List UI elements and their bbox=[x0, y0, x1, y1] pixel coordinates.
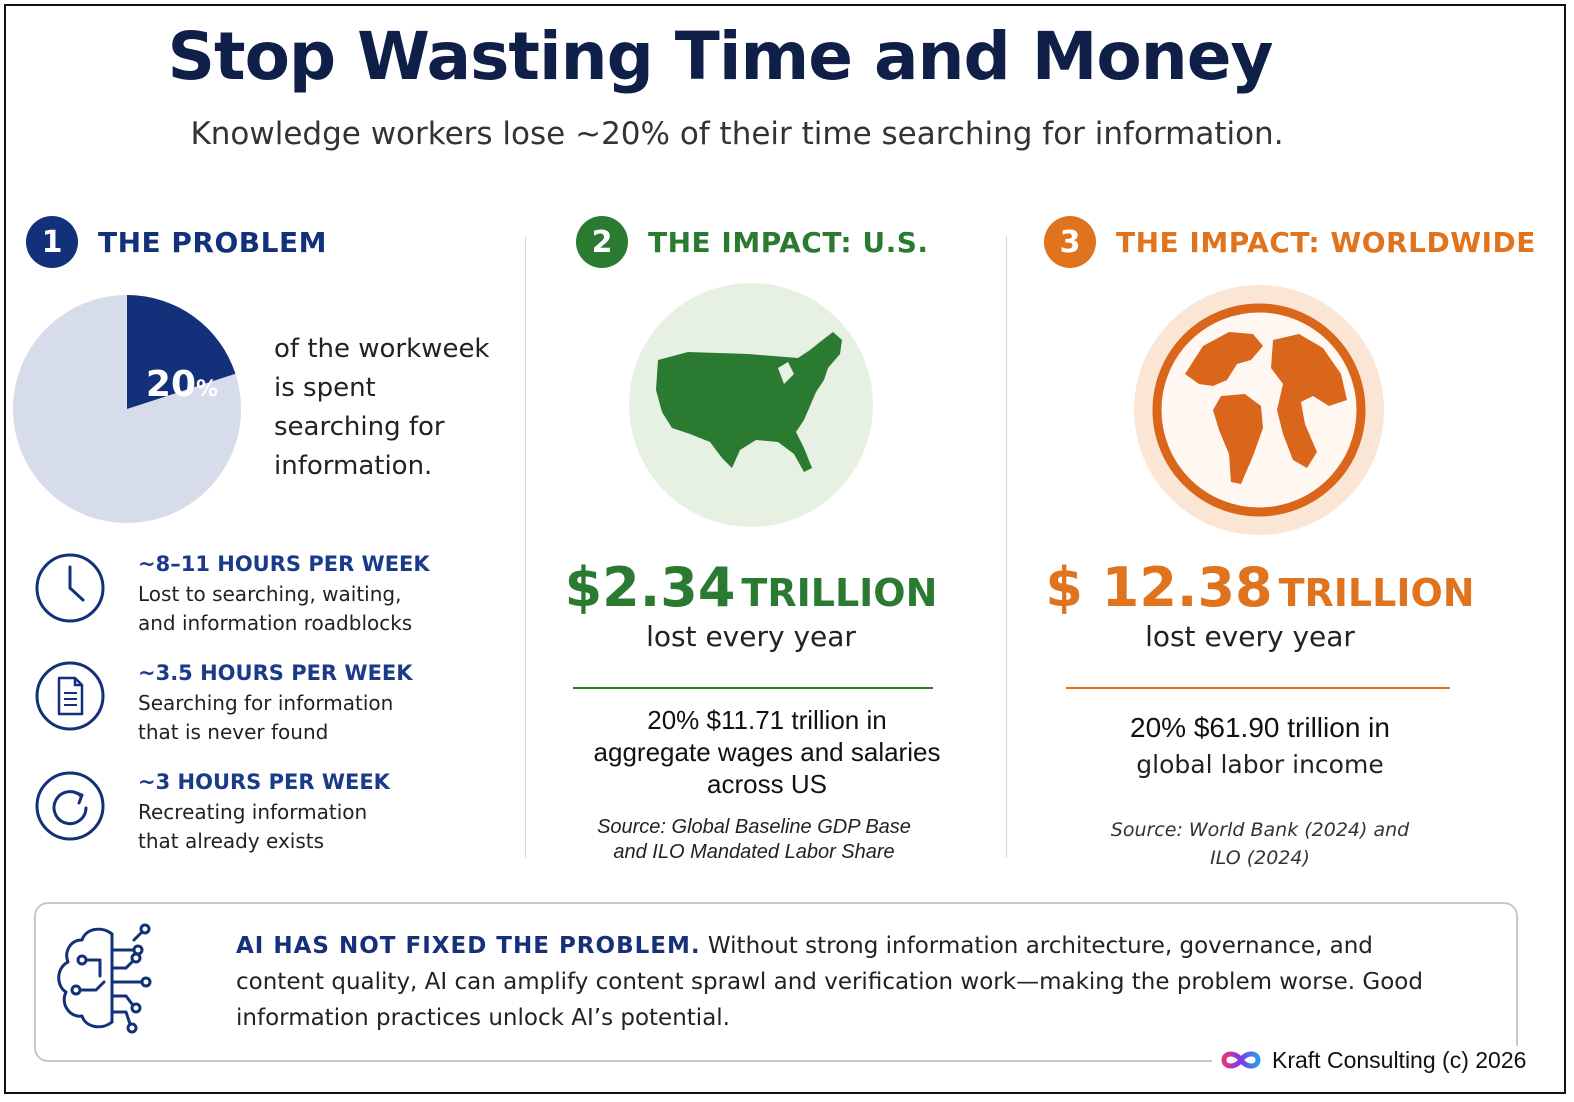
pie-percent-label: 20% bbox=[146, 364, 218, 405]
section-number-badge: 3 bbox=[1044, 216, 1096, 268]
section-title: THE IMPACT: WORLDWIDE bbox=[1116, 225, 1536, 259]
world-source: Source: World Bank (2024) and ILO (2024) bbox=[1110, 819, 1410, 869]
stat-description: Recreating information that already exis… bbox=[138, 800, 368, 853]
globe-icon bbox=[1134, 285, 1384, 535]
pie-highlight-slice bbox=[127, 295, 236, 409]
stat-headline: ~3.5 HOURS PER WEEK bbox=[138, 661, 413, 685]
column-divider bbox=[1006, 236, 1007, 858]
section-number-badge: 1 bbox=[26, 216, 78, 268]
section-problem-header: 1 THE PROBLEM bbox=[26, 216, 327, 268]
us-map-icon bbox=[629, 283, 873, 527]
world-detail-line-2: global labor income bbox=[1136, 750, 1384, 779]
section-title: THE PROBLEM bbox=[98, 225, 327, 259]
ai-callout-box bbox=[34, 902, 1518, 1062]
page-title: Stop Wasting Time and Money bbox=[167, 18, 1274, 95]
us-detail: 20% $11.71 trillion in aggregate wages a… bbox=[593, 705, 941, 799]
refresh-icon bbox=[35, 771, 105, 841]
us-loss-amount: $2.34 TRILLION bbox=[564, 556, 938, 619]
section-title: THE IMPACT: U.S. bbox=[648, 225, 929, 259]
column-divider bbox=[525, 236, 526, 858]
brain-circuit-icon bbox=[57, 923, 152, 1034]
section-world-header: 3 THE IMPACT: WORLDWIDE bbox=[1044, 216, 1536, 268]
stat-description: Searching for information that is never … bbox=[138, 691, 394, 744]
section-number-badge: 2 bbox=[576, 216, 628, 268]
stat-headline: ~8–11 HOURS PER WEEK bbox=[138, 552, 430, 576]
footer-credit: Kraft Consulting (c) 2026 bbox=[1272, 1046, 1527, 1073]
infinity-logo-icon bbox=[1221, 1051, 1261, 1069]
ai-callout-headline: AI HAS NOT FIXED THE PROBLEM. bbox=[236, 933, 701, 959]
stat-description: Lost to searching, waiting, and informat… bbox=[138, 582, 413, 635]
us-lost-label: lost every year bbox=[646, 620, 856, 653]
world-detail-line-1: 20% $61.90 trillion in bbox=[1130, 712, 1390, 743]
us-source: Source: Global Baseline GDP Base and ILO… bbox=[597, 816, 911, 863]
page-subtitle: Knowledge workers lose ~20% of their tim… bbox=[190, 116, 1284, 152]
world-loss-amount: $ 12.38 TRILLION bbox=[1045, 556, 1475, 619]
pie-caption: of the workweek is spent searching for i… bbox=[274, 334, 490, 481]
us-divider-rule bbox=[573, 687, 933, 689]
clock-icon bbox=[35, 553, 105, 623]
ai-callout-body: Without strong information architecture,… bbox=[236, 933, 1423, 1031]
world-divider-rule bbox=[1066, 687, 1450, 689]
stat-headline: ~3 HOURS PER WEEK bbox=[138, 770, 390, 794]
footer: Kraft Consulting (c) 2026 bbox=[1212, 1046, 1533, 1074]
ai-callout-text: AI HAS NOT FIXED THE PROBLEM. Without st… bbox=[236, 928, 1456, 1036]
world-lost-label: lost every year bbox=[1145, 620, 1355, 653]
document-icon bbox=[35, 661, 105, 731]
pie-chart: 20% bbox=[13, 295, 241, 523]
section-us-header: 2 THE IMPACT: U.S. bbox=[576, 216, 929, 268]
